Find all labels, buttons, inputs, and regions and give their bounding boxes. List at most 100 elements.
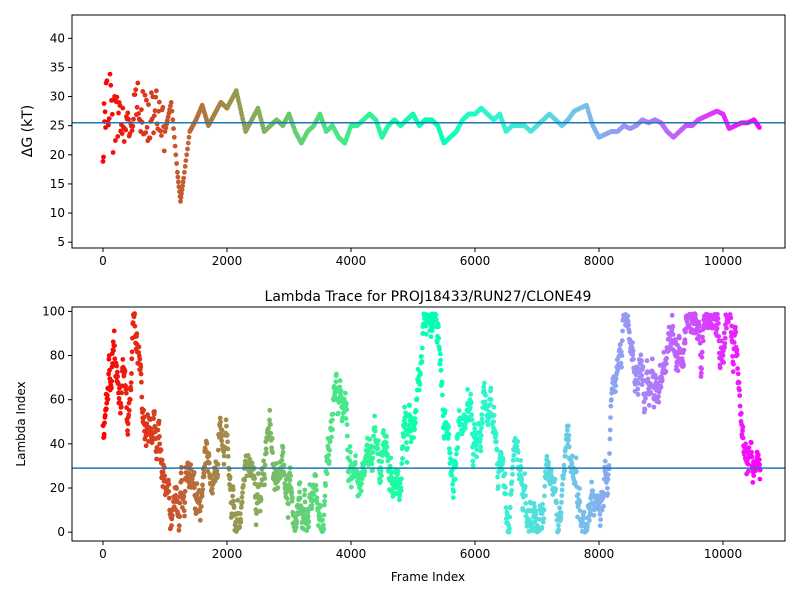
delta-g-point: [164, 118, 170, 123]
lambda-point: [626, 322, 631, 328]
lambda-point: [119, 390, 124, 396]
lambda-point: [698, 370, 704, 376]
lambda-point: [174, 497, 180, 503]
lambda-x-axis-label: Frame Index: [391, 570, 465, 584]
lambda-point: [419, 354, 424, 359]
x-tick-label: 0: [99, 547, 107, 561]
lambda-point: [577, 499, 583, 505]
lambda-point: [367, 437, 373, 442]
lambda-point: [362, 469, 368, 474]
lambda-point: [675, 342, 680, 348]
delta-g-point: [123, 127, 129, 133]
lambda-point: [700, 334, 705, 340]
delta-g-point: [147, 135, 153, 141]
lambda-point: [656, 399, 662, 405]
lambda-point: [257, 508, 263, 514]
lambda-point: [419, 359, 425, 364]
lambda-point: [204, 441, 210, 446]
lambda-point: [731, 361, 736, 367]
lambda-point: [261, 472, 267, 478]
lambda-points: [100, 311, 763, 535]
lambda-point: [455, 431, 461, 437]
delta-g-point: [171, 134, 177, 140]
lambda-point: [737, 393, 743, 398]
lambda-point: [273, 461, 279, 466]
lambda-point: [618, 349, 624, 355]
lambda-point: [561, 476, 566, 481]
lambda-point: [591, 512, 597, 518]
lambda-point: [717, 365, 723, 371]
lambda-point: [558, 516, 564, 521]
lambda-point: [619, 364, 624, 370]
lambda-point: [599, 507, 605, 513]
lambda-point: [347, 468, 352, 473]
lambda-point: [210, 490, 215, 496]
lambda-point: [139, 379, 144, 385]
lambda-point: [491, 419, 496, 425]
lambda-point: [436, 324, 441, 330]
lambda-point: [734, 352, 740, 358]
lambda-point: [511, 453, 517, 458]
lambda-point: [314, 495, 320, 500]
lambda-point: [138, 364, 144, 370]
lambda-point: [670, 332, 676, 337]
delta-g-point: [144, 125, 150, 130]
lambda-point: [372, 428, 378, 434]
lambda-point: [215, 472, 221, 478]
lambda-point: [206, 460, 212, 466]
lambda-point: [337, 378, 343, 383]
lambda-point: [214, 468, 220, 474]
lambda-point: [479, 412, 485, 417]
lambda-point: [398, 488, 404, 493]
delta-g-point: [156, 99, 162, 105]
x-tick-label: 2000: [212, 547, 243, 561]
y-tick-label: 25: [50, 119, 65, 133]
lambda-point: [639, 358, 644, 363]
lambda-point: [483, 392, 488, 398]
lambda-point: [565, 423, 571, 429]
lambda-point: [581, 509, 587, 515]
lambda-point: [605, 491, 611, 496]
lambda-point: [746, 445, 752, 451]
lambda-point: [605, 485, 610, 491]
lambda-point: [510, 457, 516, 463]
lambda-point: [681, 362, 686, 368]
delta-g-point: [130, 123, 136, 129]
delta-g-point: [142, 92, 148, 98]
lambda-point: [399, 476, 404, 482]
lambda-point: [112, 356, 118, 362]
lambda-point: [433, 317, 439, 322]
lambda-point: [577, 486, 582, 491]
lambda-point: [477, 437, 483, 442]
lambda-point: [566, 444, 572, 450]
lambda-point: [141, 407, 147, 413]
lambda-point: [329, 434, 334, 440]
delta-g-point: [179, 191, 184, 197]
lambda-point: [630, 348, 636, 354]
x-tick-label: 10000: [704, 254, 742, 268]
lambda-point: [155, 427, 161, 433]
lambda-point: [597, 511, 603, 517]
lambda-point: [542, 483, 548, 489]
lambda-point: [585, 522, 590, 527]
lambda-point: [503, 491, 509, 497]
lambda-point: [565, 427, 570, 433]
lambda-point: [630, 352, 636, 358]
lambda-point: [182, 513, 187, 519]
lambda-point: [607, 427, 613, 433]
lambda-point: [412, 427, 417, 433]
lambda-point: [605, 472, 611, 478]
lambda-point: [749, 454, 755, 460]
lambda-point: [468, 405, 473, 410]
lambda-point: [561, 462, 567, 468]
lambda-point: [573, 455, 579, 461]
lambda-point: [258, 496, 264, 502]
delta-g-point: [185, 146, 190, 152]
lambda-point: [275, 485, 281, 491]
lambda-point: [417, 382, 423, 387]
lambda-point: [411, 435, 416, 440]
lambda-point: [245, 453, 251, 458]
lambda-point: [280, 445, 286, 451]
lambda-point: [644, 358, 650, 364]
lambda-point: [267, 417, 272, 423]
